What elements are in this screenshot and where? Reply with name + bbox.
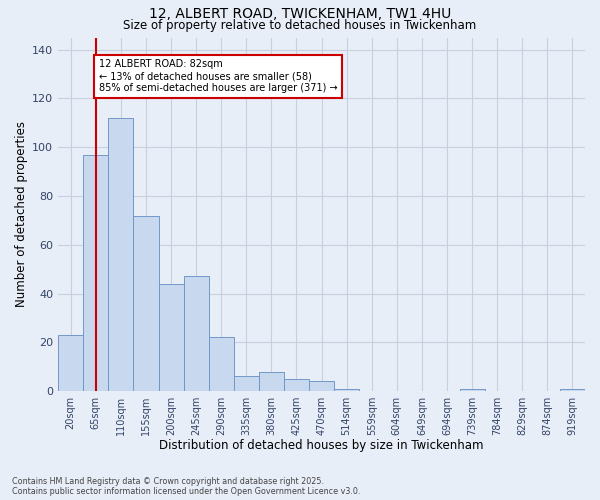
Bar — [259, 372, 284, 391]
Bar — [109, 118, 133, 391]
Bar — [83, 154, 109, 391]
Bar — [184, 276, 209, 391]
Bar — [158, 284, 184, 391]
Bar — [284, 379, 309, 391]
Bar — [309, 382, 334, 391]
Text: 12, ALBERT ROAD, TWICKENHAM, TW1 4HU: 12, ALBERT ROAD, TWICKENHAM, TW1 4HU — [149, 8, 451, 22]
Y-axis label: Number of detached properties: Number of detached properties — [15, 122, 28, 308]
Bar — [209, 338, 234, 391]
Bar — [58, 335, 83, 391]
Bar — [334, 388, 359, 391]
Bar — [234, 376, 259, 391]
X-axis label: Distribution of detached houses by size in Twickenham: Distribution of detached houses by size … — [160, 440, 484, 452]
Text: Size of property relative to detached houses in Twickenham: Size of property relative to detached ho… — [124, 18, 476, 32]
Bar — [133, 216, 158, 391]
Text: Contains HM Land Registry data © Crown copyright and database right 2025.
Contai: Contains HM Land Registry data © Crown c… — [12, 476, 361, 496]
Bar — [460, 388, 485, 391]
Bar — [560, 388, 585, 391]
Text: 12 ALBERT ROAD: 82sqm
← 13% of detached houses are smaller (58)
85% of semi-deta: 12 ALBERT ROAD: 82sqm ← 13% of detached … — [99, 60, 337, 92]
